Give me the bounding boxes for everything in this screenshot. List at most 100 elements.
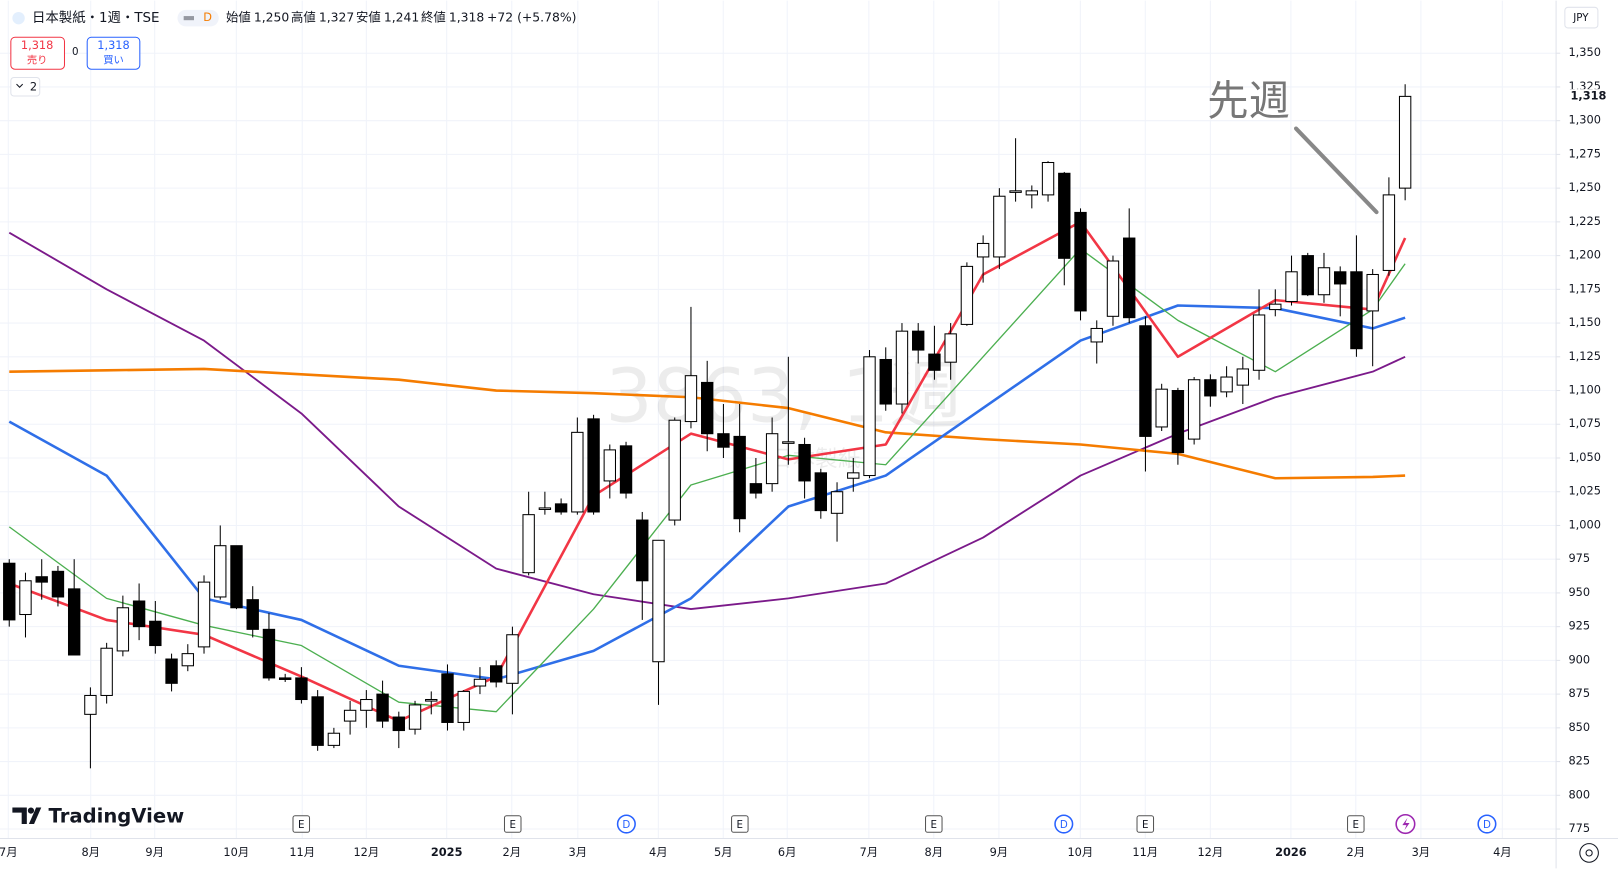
badge-dash [183,16,194,21]
y-tick-label: 950 [1568,585,1590,599]
y-tick-label: 925 [1568,619,1590,633]
candle-body-down [717,433,730,448]
event-dividend [616,814,636,834]
event-label: E [737,819,744,831]
candle-body-down [1204,379,1217,397]
interval-badge[interactable] [177,9,219,27]
ohlc-label: 始値 [226,10,251,25]
y-tick-label: 1,125 [1568,349,1600,363]
currency: JPY [1572,12,1589,24]
event-earnings [1347,815,1365,833]
x-tick-label: 2026 [1275,845,1307,859]
candle-body-up [1317,267,1331,296]
candle-body-down [1350,271,1363,350]
sell-label: 売り [27,53,48,66]
candle-body-up [1155,388,1168,428]
x-tick-label: 4月 [649,845,668,859]
symbol-title: 日本製紙・1週・TSE [32,10,160,26]
candle-body-up [603,449,616,482]
currency-button[interactable] [1564,6,1599,29]
y-tick-label: 1,225 [1568,214,1600,228]
y-tick-label: 1,150 [1568,315,1600,329]
candle-body-down [733,435,746,520]
symbol-icon [12,11,25,25]
grid [0,0,1557,839]
event-earnings [925,815,943,833]
x-tick-label: 9月 [145,845,164,859]
candle-body-down [1301,255,1314,296]
candle-body-up [1009,190,1022,193]
last-price-label: 1,318 [1571,88,1607,102]
annotation-arrow [1293,126,1379,215]
candle-body-down [262,628,276,679]
candle-body-down [441,673,454,723]
candle-body-up [181,653,194,667]
candle-body-down [165,658,178,684]
x-tick-label: 4月 [1493,845,1512,859]
candle-body-up [522,514,535,574]
ohlc-value: 1,250 [254,11,290,25]
candle-body-down [295,677,308,701]
candle-body-down [1123,237,1136,319]
indicator-count: 2 [30,79,37,93]
candle-body-up [1269,303,1282,311]
candle-body-up [944,333,957,363]
candle-body-up [847,472,860,479]
candle-body-up [1090,327,1103,343]
y-tick-label: 1,025 [1568,484,1600,498]
event-label: D [1483,819,1491,831]
candle-body-down [554,503,568,513]
candle-body-down [619,445,633,494]
candle-body-up [1106,260,1120,317]
x-tick-label: 10月 [223,845,249,859]
brand-logo-dot [27,807,35,814]
candle-body-up [473,678,487,687]
candle-body-up [214,545,227,598]
sell-price: 1,318 [21,38,53,52]
buy-button[interactable] [86,36,141,70]
candle-body-up [1236,368,1250,386]
y-tick-label: 1,350 [1568,45,1600,59]
x-tick-label: 3月 [1412,845,1431,859]
ohlc-label: 安値 [356,10,381,25]
settings-button[interactable] [1579,843,1599,863]
y-tick-label: 1,250 [1568,180,1600,194]
y-tick-label: 1,100 [1568,383,1600,397]
y-tick-label: 975 [1568,551,1590,565]
candle-body-down [230,545,243,609]
buy-label: 買い [103,54,124,66]
spread: 0 [72,46,79,58]
candle-body-down [1171,390,1185,454]
candle-body-up [993,195,1006,258]
x-tick-label: 2月 [502,845,521,859]
candle-body-up [506,634,519,684]
x-tick-label: 3月 [569,845,588,859]
candle-body-down [35,576,48,583]
settings-icon [1585,849,1593,857]
candle-body-down [798,443,811,482]
y-tick-label: 1,175 [1568,281,1600,295]
y-tick-label: 775 [1568,821,1590,835]
x-tick-label: 7月 [0,845,18,859]
candle-body-down [1139,325,1152,437]
candle-body-down [879,358,892,405]
candle-body-up [976,242,990,258]
candle-body-up [1382,194,1396,271]
candle-body-down [278,677,292,680]
y-tick-label: 1,300 [1568,113,1600,127]
event-label: E [298,819,305,831]
candle-body-up [668,419,681,521]
axes: 775 800 825 850 875 900 925 950 975 1,000 1,025 1,0… [0,45,1607,859]
ohlc-label: 終値 [421,10,446,25]
candle-body-up [782,441,795,444]
candle-body-up [408,704,422,730]
y-tick-label: 1,275 [1568,146,1600,160]
candle-body-up [84,694,97,715]
x-tick-label: 11月 [1132,845,1158,859]
x-tick-label: 11月 [289,845,315,859]
candle-body-down [912,330,925,351]
event-earnings [292,815,311,833]
indicator-toggle[interactable] [10,76,41,97]
sell-button[interactable] [10,36,66,70]
y-tick-label: 825 [1568,754,1590,768]
